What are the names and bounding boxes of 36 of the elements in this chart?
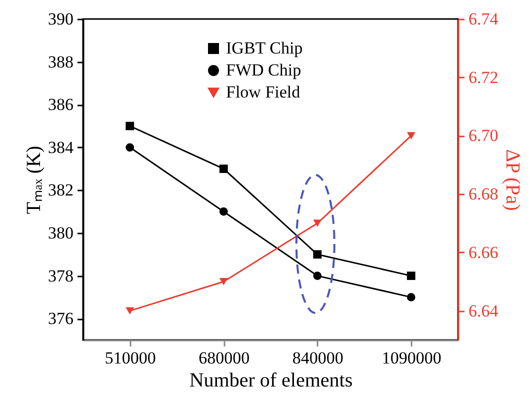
point xyxy=(313,220,322,227)
point xyxy=(313,250,322,259)
y2-tick-label: 6.64 xyxy=(468,301,499,320)
y-tick-label: 382 xyxy=(48,180,74,200)
point xyxy=(219,278,228,286)
point xyxy=(406,293,416,302)
y-axis-title: Tₘₐₓ (K) xyxy=(23,146,45,214)
legend-label: Flow Field xyxy=(226,82,301,102)
x-tick-label: 840000 xyxy=(292,348,344,368)
point xyxy=(406,132,416,140)
point xyxy=(313,272,322,280)
point xyxy=(126,122,134,130)
y-tick-label: 384 xyxy=(48,138,74,157)
x-axis-title: Number of elements xyxy=(189,370,353,392)
y-tick-label: 378 xyxy=(48,266,74,286)
y-tick-label: 386 xyxy=(48,95,74,114)
y2-tick-label: 6.74 xyxy=(468,10,499,28)
y2-tick-label: 6.66 xyxy=(468,242,498,262)
y-tick-label: 376 xyxy=(48,309,74,328)
x-tick-label: 680000 xyxy=(198,348,250,368)
y2-axis-title: ΔP (Pa) xyxy=(501,149,524,211)
y-tick-label: 380 xyxy=(48,224,74,242)
point xyxy=(219,207,228,216)
point xyxy=(126,143,134,152)
y2-tick-label: 6.70 xyxy=(468,126,498,146)
legend-label: FWD Chip xyxy=(226,60,302,80)
point xyxy=(219,164,228,173)
point xyxy=(406,272,416,280)
x-tick-label: 510000 xyxy=(104,348,156,368)
y2-tick-label: 6.68 xyxy=(468,184,498,204)
y2-tick-label: 6.72 xyxy=(468,68,498,87)
legend-label: IGBT Chip xyxy=(226,38,303,58)
x-tick-label: 1090000 xyxy=(382,348,442,368)
y-tick-label: 390 xyxy=(48,10,74,28)
point xyxy=(126,307,134,314)
y-tick-label: 388 xyxy=(48,52,74,72)
